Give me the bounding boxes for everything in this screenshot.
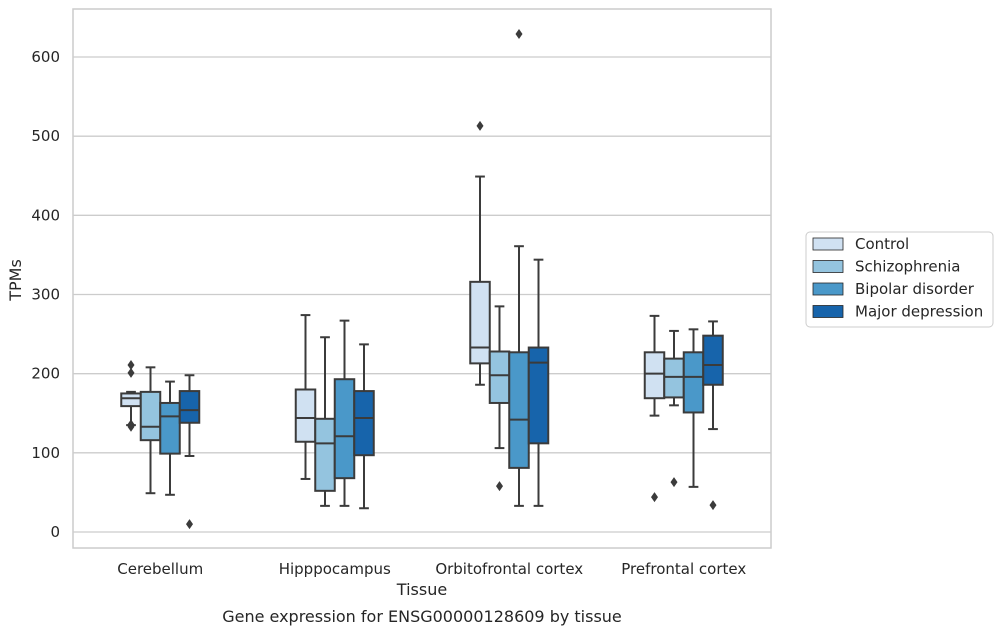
legend-swatch	[812, 305, 844, 318]
y-tick-label: 100	[31, 444, 60, 462]
outlier-point	[496, 481, 503, 492]
box-iqr	[178, 390, 201, 424]
box-bipolar-disorder	[159, 380, 181, 496]
box-control	[294, 314, 317, 480]
legend-swatch	[812, 282, 844, 296]
outlier-point	[651, 492, 658, 503]
box-iqr	[333, 378, 356, 480]
y-tick-label: 200	[31, 365, 60, 383]
box-iqr	[294, 388, 317, 443]
x-tick-label: Cerebellum	[117, 560, 203, 578]
y-tick-label: 400	[31, 206, 60, 224]
box-major-depression	[527, 258, 550, 507]
box-bipolar-disorder	[333, 319, 356, 507]
legend-label: Major depression	[855, 303, 983, 321]
box-schizophrenia	[488, 305, 511, 492]
legend-swatch	[812, 237, 844, 251]
x-axis-label: Tissue	[396, 580, 447, 599]
gridlines	[73, 56, 771, 533]
outlier-point	[709, 500, 717, 511]
box-major-depression	[702, 320, 724, 511]
outlier-point	[127, 421, 135, 432]
box-iqr	[469, 280, 491, 365]
box-iqr	[353, 390, 375, 457]
y-tick-label: 500	[31, 127, 60, 145]
legend-label: Schizophrenia	[855, 258, 960, 276]
box-bipolar-disorder	[508, 29, 530, 507]
box-iqr	[139, 390, 162, 442]
box-iqr	[508, 351, 530, 469]
box-iqr	[488, 350, 511, 404]
legend-swatch	[812, 260, 844, 273]
x-tick-label: Prefrontal cortex	[621, 560, 746, 578]
box-schizophrenia	[139, 366, 162, 495]
box-schizophrenia	[663, 329, 685, 488]
legend-frame	[805, 231, 994, 328]
box-iqr	[643, 351, 666, 400]
x-tick-label: Orbitofrontal cortex	[435, 560, 583, 578]
box-control	[120, 359, 142, 432]
y-tick-label: 600	[31, 48, 60, 66]
legend: Control Schizophrenia Bipolar disorder Majo…	[805, 231, 994, 328]
plot-frame	[72, 8, 772, 549]
box-major-depression	[178, 374, 201, 530]
outlier-point	[670, 477, 678, 488]
box-series	[120, 29, 724, 530]
box-iqr	[527, 346, 550, 445]
outlier-point	[127, 359, 135, 370]
y-axis-ticks: 0 100 200 300 400 500 600	[31, 48, 60, 541]
box-iqr	[702, 334, 724, 386]
outlier-point	[186, 519, 193, 530]
box-iqr	[682, 351, 705, 414]
x-axis-ticks: Cerebellum Hipppocampus Orbitofrontal cort…	[117, 560, 746, 578]
box-iqr	[314, 417, 336, 492]
y-tick-label: 0	[50, 523, 60, 541]
outlier-point	[515, 29, 523, 40]
box-bipolar-disorder	[682, 328, 705, 488]
legend-label: Control	[855, 235, 909, 253]
box-major-depression	[353, 343, 375, 510]
box-iqr	[159, 401, 181, 455]
x-tick-label: Hipppocampus	[279, 560, 391, 578]
outlier-point	[476, 120, 484, 131]
legend-label: Bipolar disorder	[855, 280, 975, 298]
box-schizophrenia	[314, 336, 336, 507]
outlier-point	[127, 367, 135, 378]
box-iqr	[120, 392, 142, 408]
box-control	[469, 120, 491, 386]
box-control	[643, 314, 666, 503]
box-iqr	[663, 357, 685, 399]
chart-title: Gene expression for ENSG00000128609 by t…	[222, 607, 622, 626]
y-axis-label: TPMs	[6, 259, 25, 302]
y-tick-label: 300	[31, 286, 60, 304]
